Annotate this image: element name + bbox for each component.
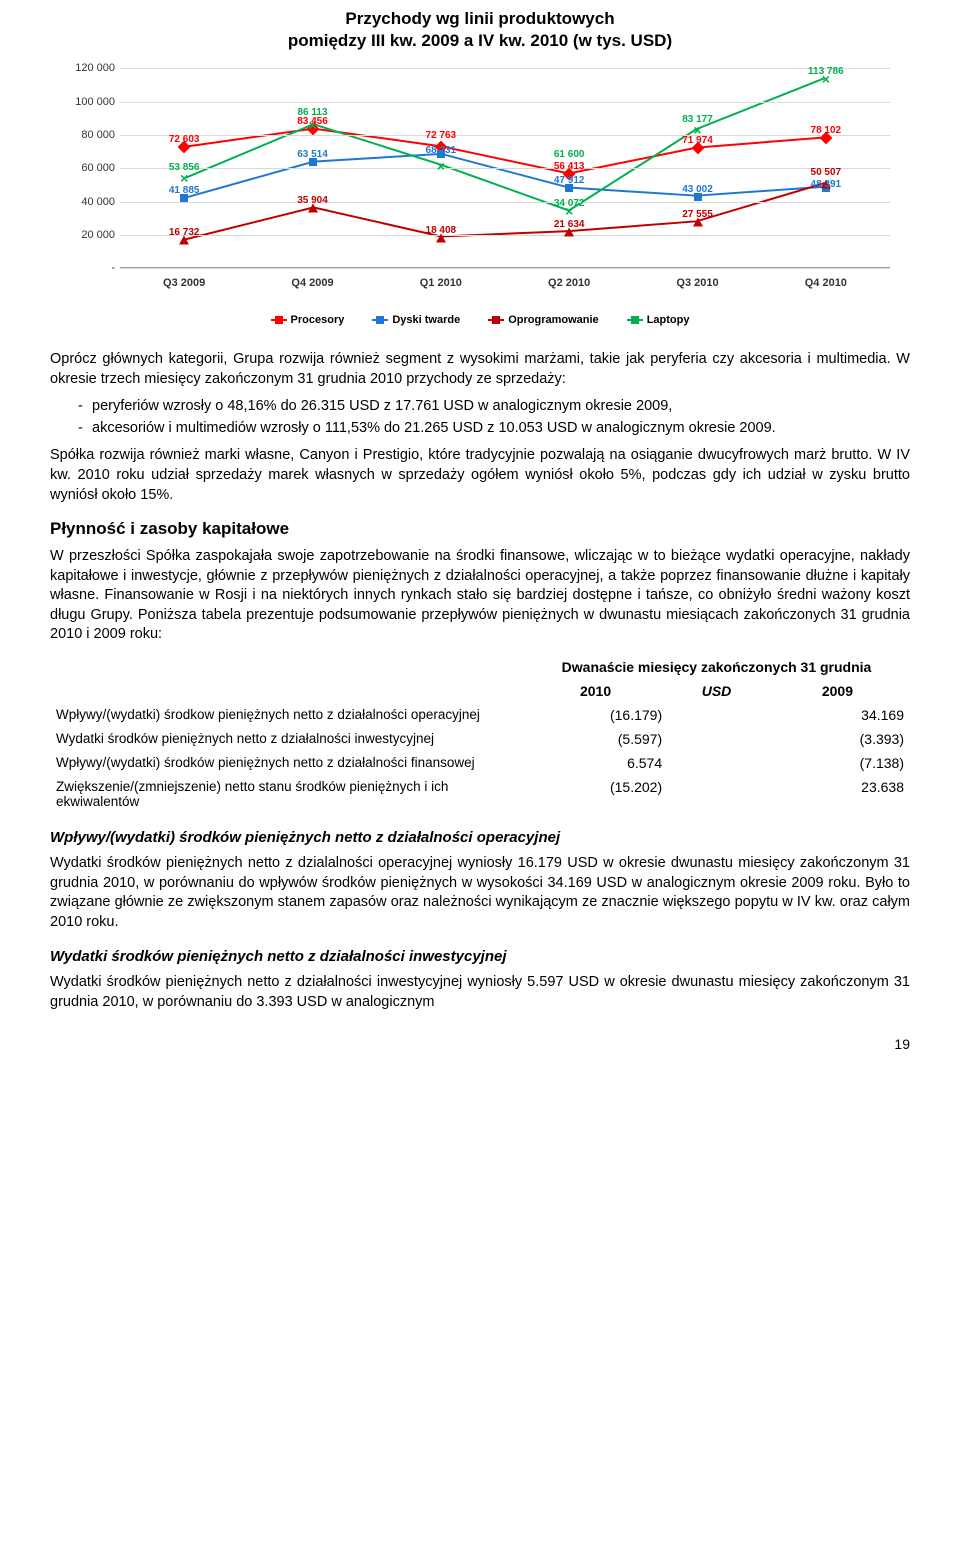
chart-title: Przychody wg linii produktowych pomiędzy…: [40, 8, 920, 52]
data-marker: ×: [437, 159, 445, 173]
legend-label: Dyski twarde: [392, 314, 460, 326]
data-label: 71 974: [682, 135, 713, 146]
row-spacer: [668, 703, 765, 727]
paragraph-brands: Spółka rozwija również marki własne, Can…: [50, 446, 910, 505]
data-label: 43 002: [682, 183, 713, 194]
data-label: 27 555: [682, 209, 713, 220]
table-row: Zwiększenie/(zmniejszenie) netto stanu ś…: [50, 775, 910, 813]
cashflow-table: Dwanaście miesięcy zakończonych 31 grudn…: [50, 655, 910, 813]
data-marker: ×: [180, 171, 188, 185]
data-label: 83 177: [682, 113, 713, 124]
legend-item: Dyski twarde: [372, 314, 460, 326]
row-label: Zwiększenie/(zmniejszenie) netto stanu ś…: [50, 775, 523, 813]
col-2009: 2009: [765, 679, 910, 703]
bullet-2: akcesoriów i multimediów wzrosły o 111,5…: [78, 419, 910, 439]
bullet-1: peryferiów wzrosły o 48,16% do 26.315 US…: [78, 397, 910, 417]
data-label: 61 600: [554, 148, 585, 159]
paragraph-intro: Oprócz głównych kategorii, Grupa rozwija…: [50, 350, 910, 389]
row-spacer: [668, 727, 765, 751]
row-label: Wpływy/(wydatki) środków pieniężnych net…: [50, 751, 523, 775]
sub-investing-para: Wydatki środków pieniężnych netto z dzia…: [50, 973, 910, 1012]
x-axis-label: Q3 2010: [676, 277, 718, 289]
plot-area: -20 00040 00060 00080 000100 000120 000Q…: [120, 68, 890, 268]
row-value-2009: 34.169: [765, 703, 910, 727]
legend-label: Oprogramowanie: [508, 314, 598, 326]
row-spacer: [668, 751, 765, 775]
table-row: Wpływy/(wydatki) środkow pieniężnych net…: [50, 703, 910, 727]
legend-swatch: [372, 319, 388, 321]
data-label: 47 912: [554, 175, 585, 186]
x-axis-label: Q1 2010: [420, 277, 462, 289]
row-spacer: [668, 775, 765, 813]
data-label: 34 072: [554, 198, 585, 209]
data-label: 41 885: [169, 185, 200, 196]
data-label: 83 456: [297, 116, 328, 127]
chart-title-line2: pomiędzy III kw. 2009 a IV kw. 2010 (w t…: [288, 31, 672, 50]
x-axis-label: Q4 2010: [805, 277, 847, 289]
data-label: 16 732: [169, 227, 200, 238]
document-body: Oprócz głównych kategorii, Grupa rozwija…: [0, 332, 960, 1030]
y-axis-label: -: [60, 262, 115, 274]
x-axis-label: Q2 2010: [548, 277, 590, 289]
y-axis-label: 40 000: [60, 196, 115, 208]
x-axis-label: Q3 2009: [163, 277, 205, 289]
row-value-2010: (16.179): [523, 703, 668, 727]
table-row: Wpływy/(wydatki) środków pieniężnych net…: [50, 751, 910, 775]
y-axis-label: 120 000: [60, 62, 115, 74]
legend-item: Procesory: [271, 314, 345, 326]
data-label: 50 507: [811, 167, 842, 178]
data-label: 18 408: [426, 224, 457, 235]
legend-item: Laptopy: [627, 314, 690, 326]
legend-label: Laptopy: [647, 314, 690, 326]
data-label: 21 634: [554, 219, 585, 230]
y-axis-label: 20 000: [60, 229, 115, 241]
section-liquidity-para: W przeszłości Spółka zaspokajała swoje z…: [50, 547, 910, 645]
row-label: Wydatki środków pieniężnych netto z dzia…: [50, 727, 523, 751]
chart-title-line1: Przychody wg linii produktowych: [345, 9, 614, 28]
sub-operating-para: Wydatki środków pieniężnych netto z dzia…: [50, 854, 910, 932]
row-value-2009: (7.138): [765, 751, 910, 775]
data-label: 113 786: [808, 65, 844, 76]
revenue-chart: Przychody wg linii produktowych pomiędzy…: [0, 0, 960, 332]
legend-swatch: [271, 319, 287, 321]
row-value-2009: 23.638: [765, 775, 910, 813]
page-number: 19: [0, 1030, 960, 1066]
legend-label: Procesory: [291, 314, 345, 326]
table-row: Wydatki środków pieniężnych netto z dzia…: [50, 727, 910, 751]
legend-swatch: [488, 319, 504, 321]
bullet-list: peryferiów wzrosły o 48,16% do 26.315 US…: [78, 397, 910, 438]
legend-swatch: [627, 319, 643, 321]
x-axis-label: Q4 2009: [291, 277, 333, 289]
data-label: 53 856: [169, 162, 200, 173]
row-value-2010: (5.597): [523, 727, 668, 751]
data-label: 68 231: [426, 145, 457, 156]
row-label: Wpływy/(wydatki) środkow pieniężnych net…: [50, 703, 523, 727]
row-value-2010: (15.202): [523, 775, 668, 813]
y-axis-label: 60 000: [60, 162, 115, 174]
legend-item: Oprogramowanie: [488, 314, 598, 326]
data-label: 48 391: [811, 178, 842, 189]
data-label: 35 904: [297, 195, 328, 206]
y-axis-label: 100 000: [60, 96, 115, 108]
data-label: 56 413: [554, 161, 585, 172]
data-label: 78 102: [811, 125, 842, 136]
data-label: 72 763: [426, 130, 457, 141]
chart-canvas: - 20 000 40 000 60 000 80 000 100 000 120 000 Q…: [60, 58, 900, 308]
col-2010: 2010: [523, 679, 668, 703]
table-header-top: Dwanaście miesięcy zakończonych 31 grudn…: [523, 655, 910, 679]
col-usd: USD: [668, 679, 765, 703]
data-label: 72 603: [169, 134, 200, 145]
sub-investing-title: Wydatki środków pieniężnych netto z dzia…: [50, 948, 910, 965]
row-value-2010: 6.574: [523, 751, 668, 775]
chart-legend: Procesory Dyski twarde Oprogramowanie Lapto…: [40, 308, 920, 328]
data-label: 63 514: [297, 149, 328, 160]
y-axis-label: 80 000: [60, 129, 115, 141]
section-liquidity-title: Płynność i zasoby kapitałowe: [50, 519, 910, 539]
sub-operating-title: Wpływy/(wydatki) środków pieniężnych net…: [50, 829, 910, 846]
row-value-2009: (3.393): [765, 727, 910, 751]
